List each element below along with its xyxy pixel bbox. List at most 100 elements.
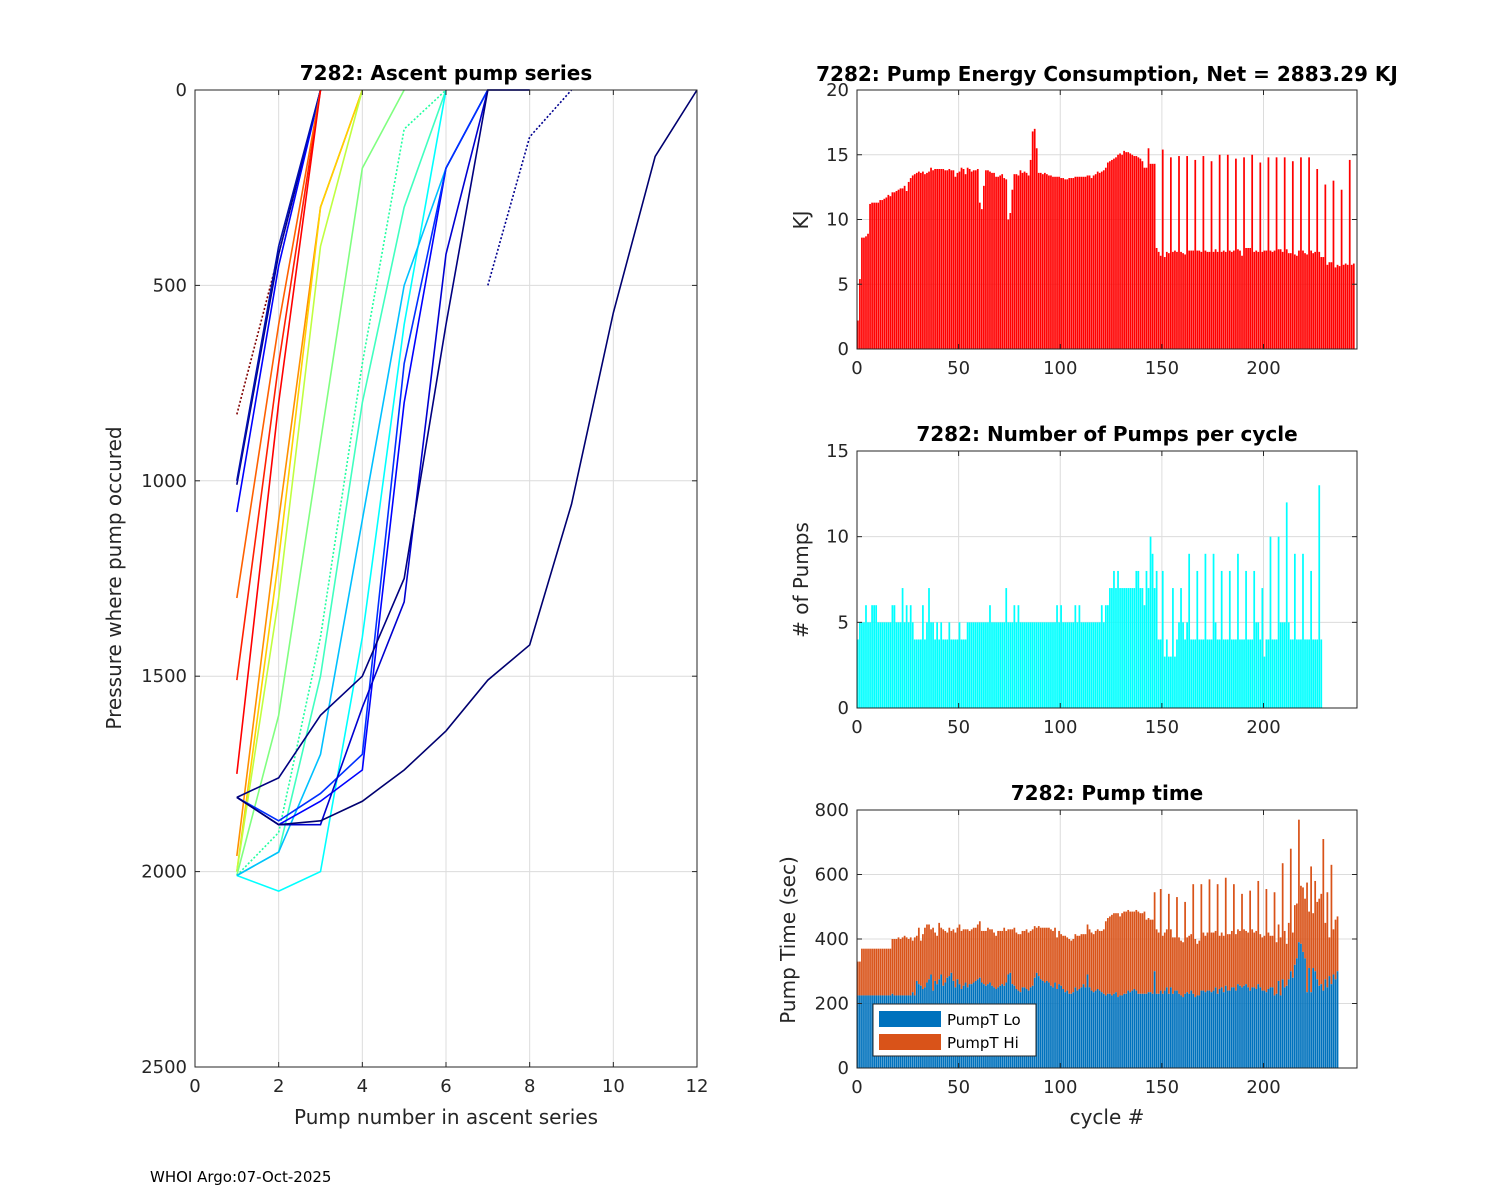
- energy-bar: [1066, 179, 1069, 349]
- pumptime-bar-hi: [1098, 930, 1101, 991]
- pumptime-bar-lo: [1139, 993, 1142, 1068]
- energy-bar: [1300, 157, 1302, 349]
- pumptime-bar-hi: [940, 927, 943, 975]
- energy-bar: [1326, 264, 1329, 349]
- pumps-bar: [1289, 639, 1292, 708]
- pumps-bar: [964, 639, 967, 708]
- pumptime-bar-lo: [1135, 990, 1138, 1068]
- pumps-bar: [1241, 639, 1243, 708]
- energy-bar: [879, 200, 882, 349]
- pumptime-bar-lo: [1298, 942, 1300, 1068]
- pumptime-ytick-label: 600: [815, 865, 849, 886]
- energy-bar: [1037, 172, 1040, 349]
- pumptime-bar-hi: [1121, 913, 1123, 996]
- pumps-bar: [991, 622, 993, 708]
- energy-bar: [1237, 249, 1239, 349]
- pumptime-bar-lo: [1198, 995, 1201, 1068]
- energy-bar: [997, 176, 999, 349]
- pumptime-bar-lo: [1312, 968, 1315, 1068]
- pumptime-bar-lo: [871, 995, 873, 1068]
- pumptime-bar-hi: [1135, 909, 1138, 991]
- pumptime-bar-hi: [1312, 913, 1315, 969]
- pumptime-bar-lo: [1224, 985, 1227, 1068]
- pumps-bar: [1249, 639, 1252, 708]
- energy-bar: [1153, 163, 1156, 349]
- energy-bar: [1119, 153, 1121, 349]
- pumptime-bar-hi: [1117, 913, 1119, 998]
- energy-bar: [867, 233, 869, 349]
- pumptime-bar-lo: [1167, 993, 1170, 1068]
- pumptime-bar-hi: [871, 948, 873, 996]
- energy-bar: [928, 171, 930, 349]
- pumptime-bar-hi: [867, 948, 869, 996]
- pumptime-bar-hi: [1218, 935, 1221, 989]
- energy-bar: [865, 236, 867, 349]
- pumptime-bar-lo: [1202, 990, 1205, 1068]
- energy-bar: [871, 202, 873, 349]
- pumptime-bar-hi: [1029, 930, 1032, 988]
- pumptime-bar-hi: [859, 961, 861, 996]
- pumptime-bar-hi: [909, 937, 912, 996]
- pumps-bar: [1198, 639, 1201, 708]
- pumps-bar: [889, 622, 892, 708]
- energy-xtick-label: 150: [1145, 358, 1179, 379]
- energy-bar: [917, 171, 920, 349]
- pumptime-bar-hi: [1019, 934, 1022, 993]
- pumptime-bar-lo: [1237, 984, 1239, 1068]
- pumptime-bar-hi: [1216, 884, 1219, 994]
- energy-bar: [1273, 250, 1276, 349]
- energy-bar: [1271, 251, 1274, 349]
- pumps-bar: [954, 639, 957, 708]
- pumps-bar: [1041, 622, 1044, 708]
- energy-bar: [1117, 154, 1119, 349]
- pumps-bar: [1245, 570, 1247, 708]
- pumptime-bar-hi: [1078, 935, 1081, 989]
- pumptime-bar-lo: [861, 995, 863, 1068]
- pumps-bar: [1312, 639, 1315, 708]
- pumptime-bar-hi: [1005, 930, 1008, 983]
- energy-bar: [989, 171, 991, 349]
- pumptime-ticks: 0 50 100 150 200 0 200 400 600 800: [815, 800, 1357, 1098]
- pumptime-bar-lo: [1206, 990, 1209, 1068]
- energy-bar: [1336, 264, 1339, 349]
- pumptime-bar-lo: [1111, 995, 1113, 1068]
- energy-bar: [1293, 254, 1296, 349]
- pumps-bar: [1153, 588, 1156, 708]
- energy-bar: [1161, 149, 1164, 349]
- pumptime-bar-lo: [1157, 993, 1160, 1068]
- pumptime-bar-hi: [1186, 937, 1188, 993]
- energy-bar: [903, 185, 906, 349]
- energy-bar: [924, 174, 926, 349]
- pumptime-bar-hi: [1025, 929, 1028, 989]
- pumps-bar: [1161, 570, 1164, 708]
- pumptime-bar-hi: [1086, 924, 1089, 975]
- pumptime-bar-lo: [1178, 993, 1180, 1068]
- energy-bar: [907, 181, 910, 349]
- pumps-bar: [1141, 588, 1144, 708]
- energy-bar: [1050, 175, 1052, 349]
- energy-bar: [1243, 157, 1245, 349]
- pumptime-axes: 0 50 100 150 200 0 200 400 600 800 7282: Pump tim…: [776, 781, 1358, 1129]
- pumps-bar: [1318, 485, 1321, 708]
- pumps-bar: [1039, 622, 1042, 708]
- pumps-axes-box: [856, 450, 1358, 709]
- pumptime-bar-lo: [1141, 993, 1144, 1068]
- energy-ytick-label: 15: [826, 145, 849, 166]
- energy-bar: [964, 174, 967, 349]
- pumptime-bar-lo: [1170, 987, 1172, 1068]
- pumptime-bar-lo: [1054, 982, 1056, 1068]
- pumptime-bar-hi: [980, 930, 983, 983]
- energy-bar: [897, 189, 900, 349]
- pumptime-bar-hi: [1300, 885, 1302, 944]
- pumps-bar: [1174, 656, 1176, 708]
- pumptime-bar-lo: [1188, 993, 1191, 1068]
- pumps-bar: [1137, 570, 1140, 708]
- pumps-bar: [938, 639, 941, 708]
- energy-bar: [1206, 251, 1209, 349]
- energy-bar: [920, 172, 922, 349]
- pumps-bar: [1031, 622, 1034, 708]
- pumps-ytick-label: 0: [838, 698, 849, 719]
- pumps-bar: [1257, 622, 1260, 708]
- pumps-bar: [1013, 605, 1016, 708]
- ascent-xtick-label: 12: [686, 1076, 709, 1097]
